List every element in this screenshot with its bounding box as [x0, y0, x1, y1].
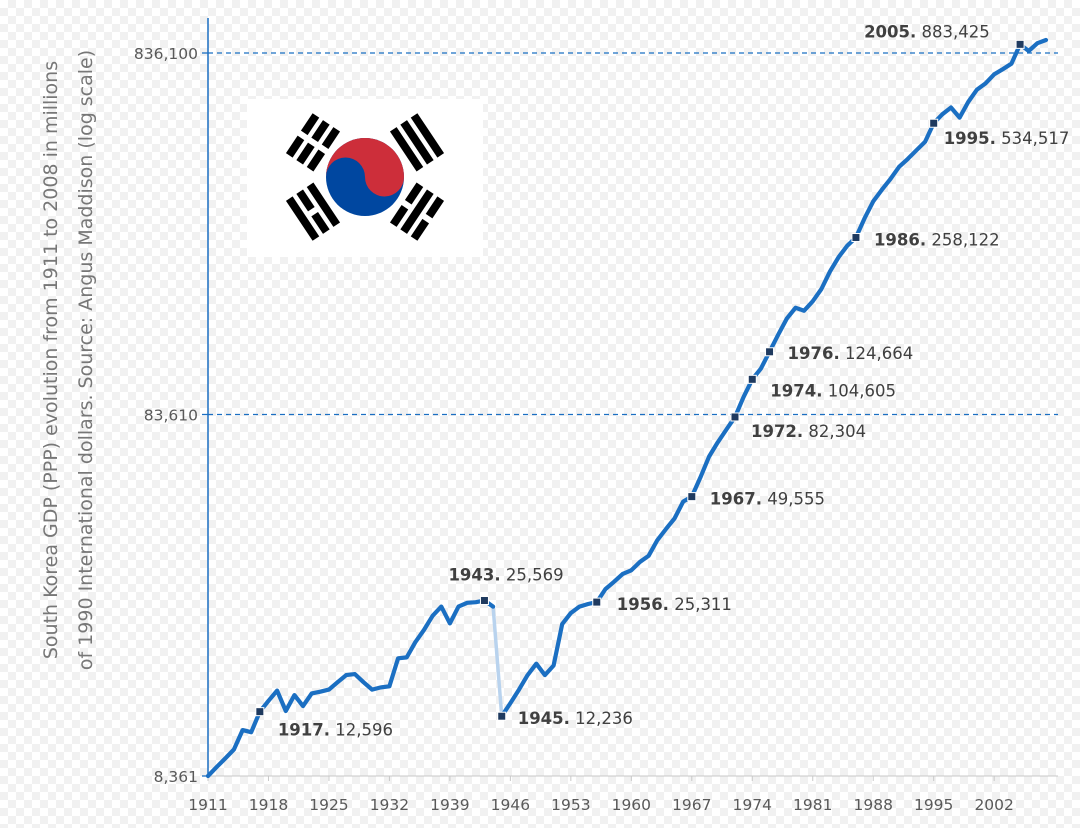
data-point-label: 1945. 12,236 — [518, 709, 633, 728]
data-point-year: 1967. — [710, 490, 762, 509]
data-point-marker — [851, 233, 861, 243]
trigram-bar — [410, 113, 445, 158]
x-tick-label: 1988 — [853, 796, 892, 814]
data-point-marker — [687, 492, 697, 502]
x-tick-label: 1925 — [309, 796, 348, 814]
data-point-label: 2005. 883,425 — [864, 22, 990, 41]
data-point-value: 82,304 — [803, 422, 866, 441]
data-point-label: 1976. 124,664 — [788, 344, 914, 363]
data-point-marker — [747, 374, 757, 384]
series-layer — [205, 37, 1049, 779]
trigram-bar-half — [285, 135, 305, 158]
trigram-bar-half — [410, 218, 430, 241]
trigram-bar-half — [311, 211, 330, 234]
data-point-label: 1986. 258,122 — [874, 231, 1000, 250]
data-point-year: 1986. — [874, 231, 926, 250]
trigram-bar-half — [404, 182, 424, 205]
data-point-value: 12,236 — [570, 709, 633, 728]
geon-trigram-icon — [389, 113, 445, 172]
trigram-bar-half — [306, 149, 326, 172]
data-point-label: 1917. 12,596 — [278, 721, 393, 740]
series-line — [205, 598, 496, 779]
data-point-year: 1995. — [944, 129, 996, 148]
data-point-label: 1967. 49,555 — [710, 490, 825, 509]
x-tick-label: 2002 — [974, 796, 1013, 814]
x-tick-label: 1995 — [914, 796, 953, 814]
trigram-bar-half — [296, 189, 315, 212]
trigram-bar-half — [321, 127, 341, 149]
trigram-bar — [400, 120, 434, 165]
trigram-bar — [400, 189, 434, 234]
data-point-year: 1972. — [751, 422, 803, 441]
data-point-marker — [255, 707, 265, 717]
data-point-marker — [730, 412, 740, 422]
data-point-year: 1974. — [770, 381, 822, 400]
south-korea-flag-icon — [247, 99, 483, 257]
trigram-bar-half — [389, 205, 409, 227]
data-point-value: 258,122 — [926, 231, 999, 250]
trigrams — [285, 113, 445, 241]
trigram-bar-half — [300, 113, 320, 136]
data-point-year: 1917. — [278, 721, 330, 740]
data-point-year: 2005. — [864, 22, 916, 41]
data-point-year: 1976. — [788, 344, 840, 363]
marker-layer — [255, 39, 1025, 721]
data-point-marker — [479, 596, 489, 606]
x-tick-label: 1911 — [188, 796, 227, 814]
trigram-bar — [389, 127, 424, 172]
data-point-value: 25,311 — [669, 595, 732, 614]
trigram-bar — [285, 196, 320, 241]
data-point-value: 124,664 — [840, 344, 913, 363]
x-tick-label: 1918 — [249, 796, 288, 814]
series-gap-connector — [491, 604, 504, 718]
data-point-year: 1945. — [518, 709, 570, 728]
x-tick-label: 1960 — [612, 796, 651, 814]
data-point-marker — [592, 597, 602, 607]
data-point-marker — [929, 118, 939, 128]
data-point-label: 1974. 104,605 — [770, 381, 896, 400]
label-layer: 1917. 12,596 1943. 25,569 1945. 12,236 1956… — [278, 22, 1070, 739]
x-tick-label: 1974 — [733, 796, 772, 814]
data-point-value: 534,517 — [996, 129, 1069, 148]
y-tick-label: 8,361 — [154, 768, 198, 786]
x-tick-label: 1939 — [430, 796, 469, 814]
data-point-label: 1943. 25,569 — [448, 566, 563, 585]
x-tick-label: 1953 — [551, 796, 590, 814]
ri-trigram-icon — [285, 182, 341, 241]
x-tick-label: 1981 — [793, 796, 832, 814]
data-point-label: 1995. 534,517 — [944, 129, 1070, 148]
data-point-value: 883,425 — [916, 22, 989, 41]
gam-trigram-icon — [389, 182, 445, 241]
y-tick-label: 836,100 — [134, 45, 198, 63]
data-point-value: 25,569 — [501, 566, 564, 585]
trigram-bar-half — [311, 120, 330, 143]
data-point-year: 1943. — [448, 566, 500, 585]
trigram-bar-half — [296, 142, 315, 165]
trigram-bar — [306, 182, 341, 227]
x-tick-label: 1932 — [370, 796, 409, 814]
gon-trigram-icon — [285, 113, 341, 172]
data-point-value: 49,555 — [762, 490, 825, 509]
x-tick-label: 1967 — [672, 796, 711, 814]
taeguk-icon — [326, 138, 404, 216]
data-point-marker — [1015, 39, 1025, 49]
y-tick-label: 83,610 — [144, 407, 198, 425]
data-point-label: 1972. 82,304 — [751, 422, 866, 441]
data-point-marker — [765, 347, 775, 357]
data-point-value: 12,596 — [330, 721, 393, 740]
x-tick-label: 1946 — [491, 796, 530, 814]
data-point-marker — [497, 711, 507, 721]
taeguk-red — [326, 138, 404, 197]
trigram-bar-half — [425, 196, 445, 219]
data-point-year: 1956. — [617, 595, 669, 614]
grid-layer — [208, 52, 1058, 416]
data-point-value: 104,605 — [822, 381, 895, 400]
axis-layer: 8,361 83,610 836,100 1911 1918 1925 1932 1939 19… — [134, 18, 1058, 814]
flag-svg — [285, 113, 445, 241]
data-point-label: 1956. 25,311 — [617, 595, 732, 614]
